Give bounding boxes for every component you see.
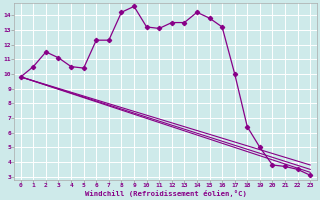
- X-axis label: Windchill (Refroidissement éolien,°C): Windchill (Refroidissement éolien,°C): [84, 190, 246, 197]
